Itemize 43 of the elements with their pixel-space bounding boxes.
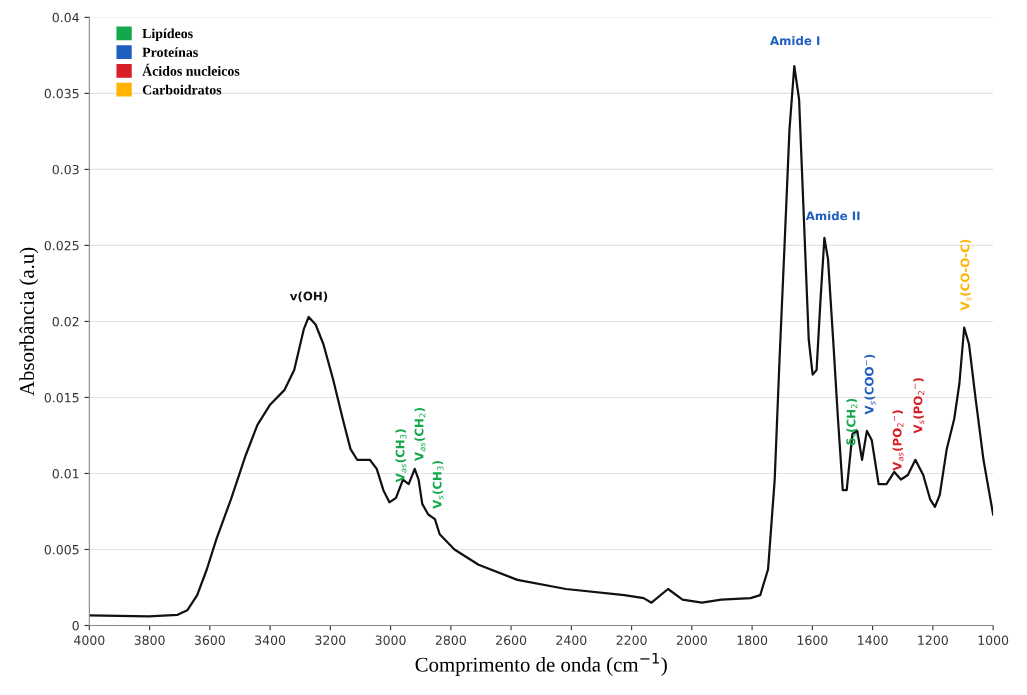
annotation: V$_{as}$(PO$_{2}$$^{−}$): [892, 410, 904, 471]
legend-label: Proteínas: [142, 47, 198, 57]
x-tick-label: 1200: [918, 635, 948, 645]
x-tick-label: 2400: [556, 635, 587, 645]
annotation: V$_{s}$(PO$_{2}$$^{−}$): [913, 378, 925, 434]
x-tick-label: 2800: [435, 635, 466, 645]
x-tick-label: 2600: [496, 635, 527, 645]
legend-label: Carboidratos: [142, 84, 222, 95]
x-axis-title: Comprimento de onda (cm$^{−1}$): [415, 652, 667, 676]
annotation: Amide I: [770, 35, 820, 46]
annotation: V$_{as}$(CH$_{3}$): [395, 429, 407, 483]
y-tick-label: 0.035: [44, 88, 79, 99]
y-tick-label: 0.005: [44, 544, 79, 555]
x-tick-label: 3400: [255, 635, 286, 645]
legend-label: Ácidos nucleicos: [142, 63, 240, 76]
x-tick-label: 3000: [375, 635, 406, 645]
annotation: Amide II: [805, 211, 860, 221]
x-tick-label: 1400: [858, 635, 888, 645]
x-tick-label: 4000: [74, 635, 105, 645]
y-axis-title: Absorbância (a.u): [19, 247, 39, 396]
x-tick-label: 1600: [797, 635, 828, 645]
y-tick-label: 0.04: [52, 12, 79, 23]
x-tick-label: 1000: [978, 635, 1009, 645]
y-tick-label: 0.02: [52, 316, 79, 327]
line-series: [89, 64, 994, 618]
y-tick-label: 0.025: [44, 240, 79, 251]
annotation: V$_{s}$(CO-O-C): [960, 239, 972, 311]
y-tick-label: 0.03: [52, 164, 79, 175]
annotation: V$_{s}$(COO$^{−}$): [864, 354, 876, 415]
legend-label: Lipídeos: [142, 28, 193, 42]
x-tick-label: 2000: [676, 635, 707, 645]
x-tick-label: 3600: [194, 635, 225, 645]
y-tick-label: 0: [72, 620, 79, 631]
annotation: V$_{as}$(CH$_{2}$): [414, 408, 426, 461]
y-tick-label: 0.015: [44, 392, 79, 403]
y-tick-label: 0.01: [52, 468, 79, 479]
x-tick-label: 2200: [616, 635, 647, 645]
x-tick-label: 1800: [737, 635, 768, 645]
x-tick-label: 3800: [134, 635, 165, 645]
annotation: v(OH): [289, 291, 328, 302]
x-tick-label: 3200: [315, 635, 346, 645]
annotation: δ$_{s}$(CH$_{2}$): [846, 398, 858, 446]
annotation: V$_{s}$(CH$_{3}$): [432, 461, 444, 509]
